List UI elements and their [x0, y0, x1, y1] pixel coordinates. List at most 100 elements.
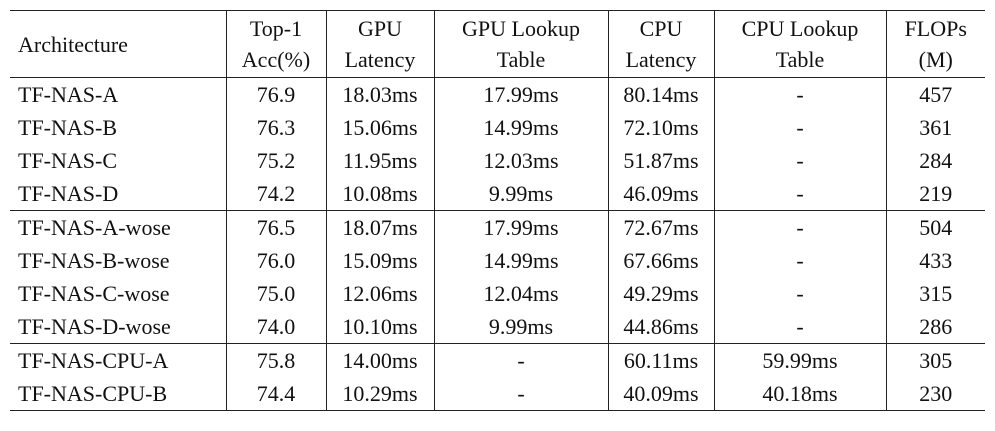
- value-cell: 72.10ms: [607, 111, 714, 144]
- architecture-cell: TF-NAS-B: [18, 114, 118, 140]
- header-row: Architecture Top-1 Acc(%) GPU Latency GPU Loo…: [10, 10, 985, 78]
- value-cell: 49.29ms: [607, 277, 714, 310]
- data-row: TF-NAS-A-wose 76.5 18.07ms 17.99ms 72.67ms -5…: [10, 210, 985, 244]
- value-cell: -: [713, 111, 886, 144]
- results-table: Architecture Top-1 Acc(%) GPU Latency GPU Loo…: [10, 10, 985, 411]
- value-cell: 14.99ms: [433, 111, 608, 144]
- value-cell: -: [713, 177, 886, 211]
- value-cell: 72.67ms: [607, 210, 714, 244]
- header-cell: Top-1 Acc(%): [225, 10, 326, 78]
- value-cell: 14.00ms: [325, 343, 434, 377]
- value-cell: 14.99ms: [433, 244, 608, 277]
- value-cell: 286: [885, 310, 985, 344]
- header-line: FLOPs: [904, 16, 967, 41]
- value-cell: 11.95ms: [325, 144, 434, 177]
- data-row: TF-NAS-A 76.9 18.03ms 17.99ms 80.14ms -457: [10, 77, 985, 111]
- data-row: TF-NAS-D 74.2 10.08ms 9.99ms 46.09ms -219: [10, 177, 985, 211]
- value-cell: 433: [885, 244, 985, 277]
- value-cell: 12.06ms: [325, 277, 434, 310]
- value-cell: 18.07ms: [325, 210, 434, 244]
- value-cell: 80.14ms: [607, 77, 714, 111]
- value-cell: 284: [885, 144, 985, 177]
- value-cell: -: [713, 210, 886, 244]
- table-body: Architecture Top-1 Acc(%) GPU Latency GPU Loo…: [10, 10, 985, 411]
- architecture-cell: TF-NAS-A: [18, 81, 119, 107]
- value-cell: 76.5: [225, 210, 326, 244]
- data-row: TF-NAS-CPU-A 75.8 14.00ms -60.11ms 59.99ms 30…: [10, 343, 985, 377]
- value-cell: -: [433, 343, 608, 377]
- value-cell: -: [713, 144, 886, 177]
- data-row: TF-NAS-D-wose 74.0 10.10ms 9.99ms 44.86ms -28…: [10, 310, 985, 344]
- data-row: TF-NAS-C-wose 75.0 12.06ms 12.04ms 49.29ms -3…: [10, 277, 985, 310]
- architecture-cell: TF-NAS-A-wose: [10, 210, 226, 244]
- value-cell: -: [713, 310, 886, 344]
- value-cell: 76.3: [225, 111, 326, 144]
- value-cell: 75.8: [225, 343, 326, 377]
- value-cell: 12.04ms: [433, 277, 608, 310]
- value-cell: 15.06ms: [325, 111, 434, 144]
- value-cell: 17.99ms: [433, 77, 608, 111]
- header-line: Table: [775, 47, 825, 72]
- value-cell: -: [433, 377, 608, 411]
- value-cell: 67.66ms: [607, 244, 714, 277]
- value-cell: 51.87ms: [607, 144, 714, 177]
- value-cell: 60.11ms: [607, 343, 714, 377]
- value-cell: 59.99ms: [713, 343, 886, 377]
- value-cell: 75.0: [225, 277, 326, 310]
- value-cell: 230: [885, 377, 985, 411]
- header-cell: Architecture: [10, 10, 226, 78]
- architecture-cell: TF-NAS-D: [18, 180, 119, 206]
- header-line: (M): [918, 47, 953, 72]
- architecture-cell: TF-NAS-CPU-A: [10, 343, 226, 377]
- architecture-cell: TF-NAS-C: [18, 147, 118, 173]
- value-cell: 40.18ms: [713, 377, 886, 411]
- value-cell: 457: [885, 77, 985, 111]
- value-cell: 504: [885, 210, 985, 244]
- value-cell: 315: [885, 277, 985, 310]
- value-cell: 18.03ms: [325, 77, 434, 111]
- value-cell: 44.86ms: [607, 310, 714, 344]
- header-line: Table: [496, 47, 546, 72]
- header-line: Latency: [625, 47, 697, 72]
- value-cell: 76.9: [225, 77, 326, 111]
- architecture-cell: TF-NAS-CPU-B: [10, 377, 226, 411]
- header-line: Acc(%): [241, 47, 311, 72]
- header-line: CPU Lookup: [741, 16, 859, 41]
- value-cell: 219: [885, 177, 985, 211]
- header-line: CPU: [639, 16, 683, 41]
- value-cell: 305: [885, 343, 985, 377]
- data-row: TF-NAS-B 76.3 15.06ms 14.99ms 72.10ms -361: [10, 111, 985, 144]
- header-cell: GPU Lookup Table: [433, 10, 608, 78]
- header-cell: CPU Lookup Table: [713, 10, 886, 78]
- data-row: TF-NAS-C 75.2 11.95ms 12.03ms 51.87ms -284: [10, 144, 985, 177]
- value-cell: 9.99ms: [433, 310, 608, 344]
- header-line: GPU Lookup: [462, 16, 580, 41]
- value-cell: 76.0: [225, 244, 326, 277]
- value-cell: 10.10ms: [325, 310, 434, 344]
- value-cell: -: [713, 244, 886, 277]
- header-line: GPU: [357, 16, 402, 41]
- header-cell: CPU Latency: [607, 10, 714, 78]
- architecture-cell: TF-NAS-B-wose: [18, 247, 170, 273]
- value-cell: 46.09ms: [607, 177, 714, 211]
- value-cell: 40.09ms: [607, 377, 714, 411]
- value-cell: 74.4: [225, 377, 326, 411]
- header-cell: FLOPs (M): [885, 10, 985, 78]
- value-cell: 9.99ms: [433, 177, 608, 211]
- data-row: TF-NAS-B-wose 76.0 15.09ms 14.99ms 67.66ms -4…: [10, 244, 985, 277]
- value-cell: 74.2: [225, 177, 326, 211]
- header-line: Architecture: [18, 31, 128, 57]
- header-line: Latency: [344, 47, 416, 72]
- value-cell: 12.03ms: [433, 144, 608, 177]
- value-cell: -: [713, 77, 886, 111]
- value-cell: -: [713, 277, 886, 310]
- value-cell: 17.99ms: [433, 210, 608, 244]
- data-row: TF-NAS-CPU-B 74.4 10.29ms -40.09ms 40.18ms 23…: [10, 377, 985, 411]
- value-cell: 10.29ms: [325, 377, 434, 411]
- architecture-cell: TF-NAS-C-wose: [18, 280, 170, 306]
- value-cell: 10.08ms: [325, 177, 434, 211]
- header-cell: GPU Latency: [325, 10, 434, 78]
- value-cell: 15.09ms: [325, 244, 434, 277]
- value-cell: 74.0: [225, 310, 326, 344]
